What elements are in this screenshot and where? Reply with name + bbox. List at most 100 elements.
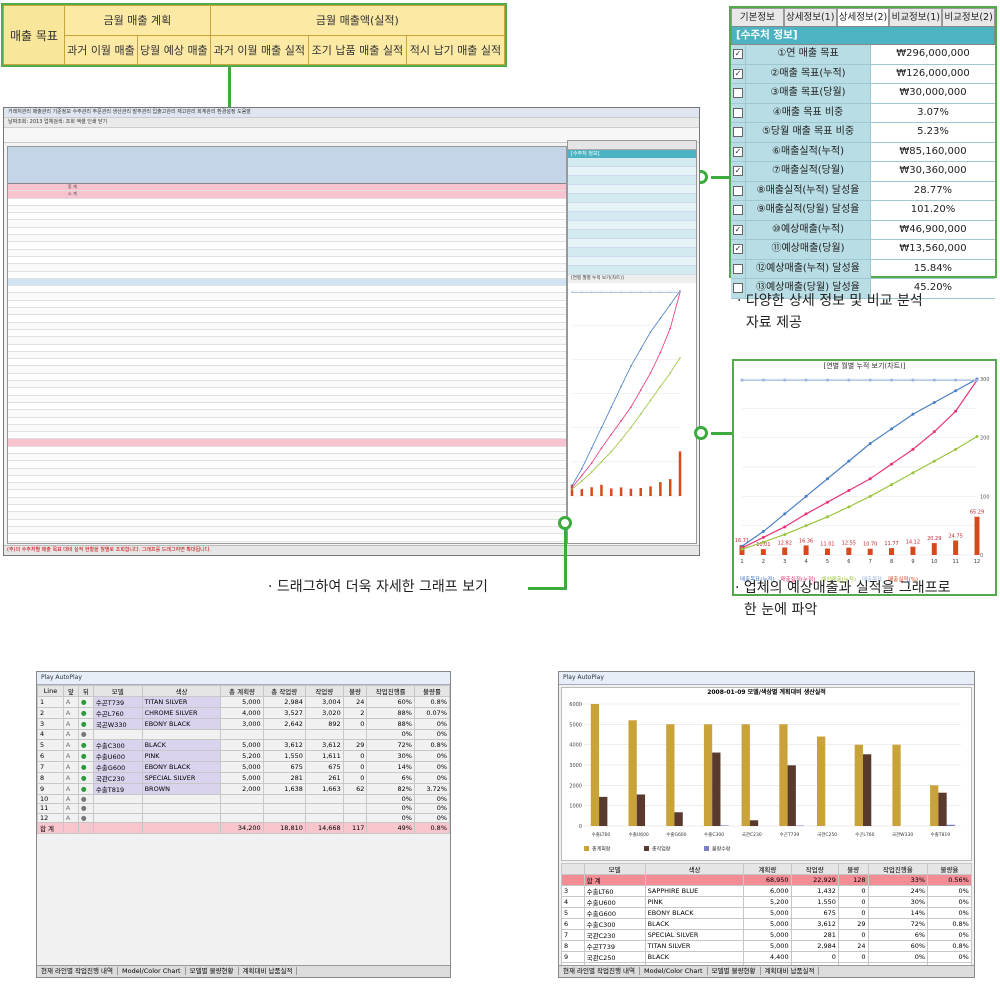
bar-tab[interactable]: 모델별 불량현황 xyxy=(707,967,761,975)
grid-data-row[interactable] xyxy=(8,402,566,411)
table-row[interactable]: 3 A ● 국곤W330 EBONY BLACK 3,000 2,642 892 0 88% 0% xyxy=(37,718,450,730)
cell-lamp[interactable]: ● xyxy=(77,729,94,740)
model-row[interactable]: 4 수출U600 PINK 5,200 1,550 0 30% 0% xyxy=(561,896,972,908)
cell-lamp[interactable]: A xyxy=(62,707,79,719)
grid-data-row[interactable] xyxy=(8,344,566,352)
grid-data-row[interactable] xyxy=(8,475,566,484)
grid-data-row[interactable] xyxy=(8,359,566,367)
grid-data-row[interactable] xyxy=(8,242,566,250)
grid-tab-bar[interactable]: 현재 라인별 작업진행 내역 Model/Color Chart 모델별 불량현황 계… xyxy=(37,965,450,977)
model-row[interactable]: 7 국관C230 SPECIAL SILVER 5,000 281 0 6% 0% xyxy=(561,929,972,941)
cell-lamp[interactable]: ● xyxy=(77,707,94,719)
grid-data-row[interactable] xyxy=(8,505,566,513)
grid-data-row[interactable] xyxy=(8,468,566,476)
grid-data-row[interactable] xyxy=(8,410,566,418)
row-checkbox-cell[interactable]: ✓ xyxy=(731,45,746,64)
cell-lamp[interactable]: A xyxy=(62,749,79,762)
model-row[interactable]: 8 수곤T739 TITAN SILVER 5,000 2,984 24 60% 0.8% xyxy=(561,940,972,952)
row-checkbox[interactable] xyxy=(733,205,743,216)
model-row[interactable]: 5 수출G600 EBONY BLACK 5,000 675 0 14% 0% xyxy=(561,907,972,919)
table-row[interactable]: 4 A ● 0% 0% xyxy=(37,729,450,740)
grid-data-row[interactable] xyxy=(8,497,566,506)
cell-lamp[interactable]: A xyxy=(62,760,79,773)
grid-data-row[interactable] xyxy=(8,373,566,382)
grid-data-row[interactable] xyxy=(8,381,566,389)
grid-data-row[interactable] xyxy=(8,461,566,469)
row-checkbox[interactable]: ✓ xyxy=(733,146,743,157)
play-toolbar-2[interactable]: Play AutoPlay xyxy=(559,672,974,685)
row-checkbox[interactable]: ✓ xyxy=(733,68,743,79)
grid-subtotal-row[interactable]: 소 계 xyxy=(8,191,566,199)
grid-data-row[interactable] xyxy=(8,315,566,323)
row-checkbox-cell[interactable] xyxy=(731,84,746,103)
row-checkbox-cell[interactable]: ✓ xyxy=(731,240,746,259)
bar-tab[interactable]: 현재 라인별 작업진행 내역 xyxy=(559,967,640,975)
cell-lamp[interactable]: ● xyxy=(77,793,94,805)
row-checkbox[interactable]: ✓ xyxy=(733,49,743,60)
grid-data-row[interactable] xyxy=(8,308,566,316)
grid-data-row[interactable] xyxy=(8,213,566,221)
row-checkbox[interactable] xyxy=(733,107,743,118)
grid-data-row[interactable] xyxy=(8,235,566,243)
cell-lamp[interactable]: A xyxy=(62,696,79,708)
cell-lamp[interactable]: ● xyxy=(77,749,94,762)
cell-lamp[interactable]: A xyxy=(62,729,79,740)
tab-info-0[interactable]: 기본정보 xyxy=(731,8,784,26)
grid-data-row[interactable] xyxy=(8,227,566,236)
cell-lamp[interactable]: A xyxy=(62,812,79,824)
cell-lamp[interactable]: ● xyxy=(77,738,94,751)
grid-data-row[interactable] xyxy=(8,490,566,498)
row-checkbox-cell[interactable]: ✓ xyxy=(731,64,746,83)
row-checkbox[interactable] xyxy=(733,263,743,274)
row-checkbox-cell[interactable] xyxy=(731,259,746,278)
grid-data-row[interactable] xyxy=(8,205,566,214)
table-row[interactable]: 11 A ● 0% 0% xyxy=(37,803,450,814)
cell-lamp[interactable]: A xyxy=(62,793,79,805)
tab-info-3[interactable]: 비교정보(1) xyxy=(889,8,943,26)
grid-data-row[interactable] xyxy=(8,278,566,287)
bar-tab[interactable]: Model/Color Chart xyxy=(639,967,708,975)
bar-tab-bar[interactable]: 현재 라인별 작업진행 내역 Model/Color Chart 모델별 불량현황 계… xyxy=(559,965,974,977)
play-toolbar[interactable]: Play AutoPlay xyxy=(37,672,450,685)
grid-tab[interactable]: Model/Color Chart xyxy=(117,967,186,975)
cell-lamp[interactable]: ● xyxy=(77,696,94,708)
tab-info-4[interactable]: 비교정보(2) xyxy=(942,8,995,26)
grid-data-row[interactable] xyxy=(8,519,566,527)
model-row[interactable]: 6 수출C300 BLACK 5,000 3,612 29 72% 0.8% xyxy=(561,918,972,930)
model-row[interactable]: 3 수출LT60 SAPPHIRE BLUE 6,000 1,432 0 24% 0% xyxy=(561,885,972,897)
grid-data-row[interactable] xyxy=(8,220,566,228)
grid-data-row[interactable] xyxy=(8,439,566,447)
row-checkbox-cell[interactable] xyxy=(731,103,746,122)
cell-lamp[interactable]: A xyxy=(62,718,79,730)
line-progress-table[interactable]: Line 앞 뒤 모델 색상 총 계획량 총 작업량 작업량 불량 작업진행률 불량률 1 A ● 수곤T7… xyxy=(37,685,450,835)
mini-chart[interactable] xyxy=(568,283,694,508)
row-checkbox[interactable]: ✓ xyxy=(733,166,743,177)
grid-data-row[interactable] xyxy=(8,293,566,301)
grid-data-row[interactable] xyxy=(8,271,566,279)
cell-lamp[interactable]: ● xyxy=(77,771,94,784)
grid-data-row[interactable] xyxy=(8,541,566,543)
tab-info-2[interactable]: 상세정보(2) xyxy=(836,8,890,26)
table-row[interactable]: 6 A ● 수출U600 PINK 5,200 1,550 1,611 0 30% 0% xyxy=(37,749,450,762)
grid-tab[interactable]: 계획대비 납품실적 xyxy=(238,967,298,975)
table-row[interactable]: 2 A ● 수곤L760 CHROME SILVER 4,000 3,527 3,020 2 88… xyxy=(37,707,450,719)
grid-tab[interactable]: 현재 라인별 작업진행 내역 xyxy=(37,967,118,975)
model-row[interactable]: 9 국관C250 BLACK 4,400 0 0 0% 0% xyxy=(561,951,972,963)
table-row[interactable]: 7 A ● 수출G600 EBONY BLACK 5,000 675 675 0 14% 0% xyxy=(37,760,450,773)
grid-data-row[interactable] xyxy=(8,446,566,454)
grid-data-row[interactable] xyxy=(8,512,566,520)
cell-lamp[interactable]: ● xyxy=(77,718,94,730)
grid-data-row[interactable] xyxy=(8,483,566,491)
row-checkbox[interactable] xyxy=(733,127,743,138)
grid-tab[interactable]: 모델별 불량현황 xyxy=(185,967,239,975)
table-row[interactable]: 8 A ● 국관C230 SPECIAL SILVER 5,000 281 261 0 6% 0% xyxy=(37,771,450,784)
cell-lamp[interactable]: ● xyxy=(77,812,94,824)
grid-data-row[interactable] xyxy=(8,198,566,206)
sales-grid[interactable]: 합 계 소 계 xyxy=(7,146,567,544)
row-checkbox-cell[interactable] xyxy=(731,201,746,220)
row-checkbox[interactable] xyxy=(733,88,743,99)
grid-data-row[interactable] xyxy=(8,300,566,309)
grid-total-row[interactable]: 합 계 xyxy=(8,184,566,192)
grid-data-row[interactable] xyxy=(8,286,566,294)
row-checkbox[interactable]: ✓ xyxy=(733,244,743,255)
